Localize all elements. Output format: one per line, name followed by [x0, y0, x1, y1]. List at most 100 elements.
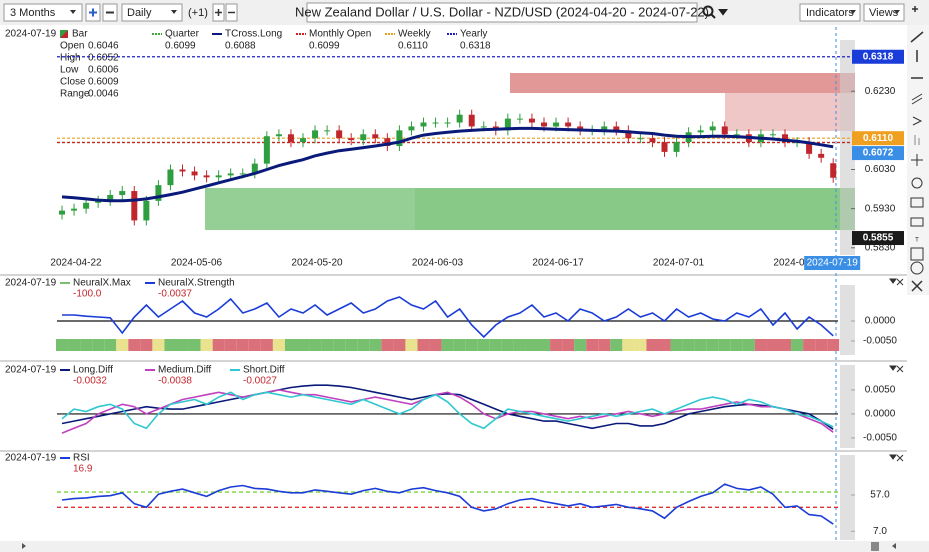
trendline-tool[interactable]: [910, 31, 924, 43]
candle: [806, 142, 813, 154]
symbol-title: New Zealand Dollar / U.S. Dollar - NZD/U…: [295, 4, 709, 19]
resistance-zone: [510, 73, 855, 93]
panel-controls[interactable]: [889, 454, 904, 462]
toolbar: 3 Months Daily (+1) New Zealand Dollar /…: [0, 0, 929, 25]
strip-cell: [284, 339, 297, 351]
legend-value: 0.6088: [225, 41, 256, 52]
candle: [215, 175, 222, 178]
legend-name: Monthly Open: [309, 29, 371, 40]
channel-tool[interactable]: [911, 93, 923, 105]
offset-text: (+1): [188, 7, 208, 19]
panel-date: 2024-07-19: [5, 278, 57, 289]
candle: [637, 138, 644, 140]
candle: [143, 200, 150, 221]
rect-tool[interactable]: [910, 247, 924, 261]
strip-cell: [646, 339, 659, 351]
views-text: Views: [869, 7, 899, 19]
dropdown-arrow: [70, 10, 76, 14]
side-toolbar: T: [907, 25, 929, 295]
strip-cell: [116, 339, 129, 351]
candle: [372, 134, 379, 139]
candle: [263, 136, 270, 164]
camera-tool[interactable]: [911, 177, 923, 189]
separators: [0, 27, 929, 552]
strip-cell: [345, 339, 358, 351]
note-tool[interactable]: [910, 217, 924, 227]
y-tick-label: 7.0: [873, 526, 887, 537]
candle: [408, 126, 415, 131]
ellipse-tool[interactable]: [910, 261, 924, 275]
info-value: 0.0046: [88, 89, 119, 100]
strip-cell: [381, 339, 394, 351]
candle: [360, 134, 367, 141]
strip-cell: [742, 339, 755, 351]
info-value: 0.6009: [88, 77, 119, 88]
strip-cell: [610, 339, 623, 351]
interval-select[interactable]: [121, 3, 183, 22]
scrollbar[interactable]: [0, 541, 929, 552]
strip-cell: [164, 339, 177, 351]
candle: [348, 138, 355, 141]
candle: [721, 126, 728, 135]
x-tick-label: 2024-07-01: [653, 258, 705, 269]
symbol-box[interactable]: [306, 2, 698, 23]
panel-controls[interactable]: [889, 365, 904, 373]
strip-cell: [417, 339, 430, 351]
candle: [528, 118, 535, 123]
candle: [613, 126, 620, 131]
cross-tool[interactable]: [911, 154, 923, 166]
search-icon[interactable]: [702, 5, 714, 17]
x-tick-label: 2024-07-19: [807, 258, 859, 269]
y-tick-label: 0.6230: [865, 86, 896, 97]
candle: [119, 191, 126, 195]
indicators-button[interactable]: [799, 3, 861, 22]
strip-cell: [92, 339, 105, 351]
plus-icon: [89, 8, 97, 17]
strip-cell: [80, 339, 93, 351]
candle: [71, 208, 78, 211]
y-tick-label: 0.0000: [865, 316, 896, 327]
box-tool[interactable]: [910, 197, 924, 208]
text-tool[interactable]: T: [915, 238, 919, 244]
panel-date: 2024-07-19: [5, 29, 57, 40]
strip-cell: [513, 339, 526, 351]
candle: [155, 185, 162, 201]
strip-cell: [369, 339, 382, 351]
info-name: Close: [60, 77, 86, 88]
strip-cell: [56, 339, 69, 351]
strip-cell: [550, 339, 563, 351]
strip-cell: [200, 339, 213, 351]
pointer-tool[interactable]: [912, 116, 923, 126]
scroll-thumb[interactable]: [871, 542, 879, 551]
strip-cell: [321, 339, 334, 351]
candle: [541, 122, 547, 127]
range-select[interactable]: [3, 3, 83, 22]
candle: [420, 122, 427, 127]
y-tick-label: -0.0050: [863, 336, 897, 347]
strip-cell: [212, 339, 225, 351]
legend-name: Medium.Diff: [158, 365, 211, 376]
indicator-line: [61, 384, 834, 430]
add-icon[interactable]: [912, 6, 918, 12]
price-marker-label: 0.6318: [863, 51, 894, 62]
candle: [456, 114, 463, 123]
price-marker: [852, 131, 904, 146]
strip-cell: [224, 339, 237, 351]
y-tick-label: 0.0050: [865, 385, 896, 396]
candle: [312, 130, 319, 139]
legend-name: NeuralX.Max: [73, 278, 131, 289]
fib-tool[interactable]: [914, 135, 920, 145]
panel-date: 2024-07-19: [5, 365, 57, 376]
candle: [818, 153, 825, 158]
strip-cell: [272, 339, 285, 351]
legend-name: Long.Diff: [73, 365, 113, 376]
info-value: 0.6052: [88, 53, 119, 64]
legend-name: NeuralX.Strength: [158, 278, 235, 289]
clear-tool[interactable]: [911, 280, 923, 292]
panel-controls[interactable]: [889, 278, 904, 286]
views-button[interactable]: [863, 3, 905, 22]
legend-value: 0.6318: [460, 41, 491, 52]
strip-cell: [706, 339, 719, 351]
strip-cell: [128, 339, 141, 351]
y-tick-label: 0.6030: [865, 164, 896, 175]
